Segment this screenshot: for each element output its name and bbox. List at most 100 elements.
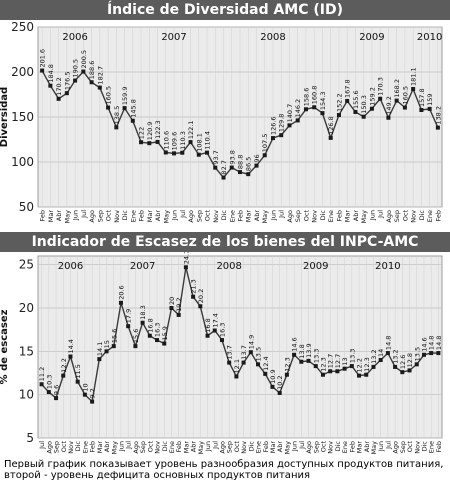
year-label: 2006 — [62, 32, 87, 43]
data-label: 11.5 — [74, 364, 82, 378]
data-point — [369, 106, 374, 111]
x-tick-label: Nov — [113, 210, 121, 223]
data-label: 122.1 — [187, 121, 195, 140]
x-tick-label: Ene — [255, 441, 263, 453]
data-label: 160.8 — [311, 86, 319, 105]
data-point — [48, 83, 53, 88]
x-tick-label: Jul — [377, 210, 385, 219]
data-label: 82.7 — [220, 160, 228, 174]
data-label: 13.7 — [226, 345, 234, 359]
x-tick-label: Dic — [319, 210, 327, 221]
x-tick-label: Oct — [105, 210, 113, 222]
x-tick-label: May — [63, 210, 71, 224]
data-point — [284, 372, 289, 377]
y-tick-label: 100 — [11, 155, 34, 169]
data-point — [402, 105, 407, 110]
data-point — [312, 105, 317, 110]
data-point — [180, 150, 185, 155]
data-point — [139, 140, 144, 145]
data-point — [198, 304, 203, 309]
data-point — [229, 165, 234, 170]
data-point — [97, 357, 102, 362]
y-axis-label: Diversidad — [0, 87, 10, 147]
data-label: 13.5 — [255, 347, 263, 361]
x-tick-label: Dic — [161, 441, 169, 452]
data-label: 16.8 — [204, 318, 212, 332]
data-label: 176.5 — [63, 72, 71, 91]
x-tick-label: Jun — [204, 441, 212, 452]
data-point — [394, 98, 399, 103]
data-label: 13.2 — [392, 349, 400, 363]
data-label: 157.8 — [418, 88, 426, 107]
data-point — [205, 150, 210, 155]
data-label: 14.8 — [428, 336, 436, 350]
data-label: 150.3 — [360, 95, 368, 114]
x-tick-label: Nov — [327, 441, 335, 454]
data-point — [306, 358, 311, 363]
data-label: 200.5 — [80, 50, 88, 69]
x-tick-label: Sep — [226, 441, 234, 453]
figure-caption: Первый график показывает уровень разнооб… — [4, 459, 444, 481]
y-tick-label: 250 — [11, 20, 34, 34]
data-point — [414, 362, 419, 367]
data-point — [419, 107, 424, 112]
data-point — [393, 364, 398, 369]
data-label: 19.2 — [175, 297, 183, 311]
x-tick-label: Ene — [129, 210, 137, 222]
data-point — [40, 68, 45, 73]
x-tick-label: Ago — [218, 441, 226, 454]
data-point — [342, 366, 347, 371]
data-label: 14.1 — [96, 342, 104, 356]
x-tick-label: Feb — [434, 210, 442, 222]
data-point — [106, 105, 111, 110]
x-tick-label: May — [197, 441, 205, 455]
x-tick-label: Sep — [96, 210, 104, 222]
data-point — [219, 338, 224, 343]
data-point — [191, 294, 196, 299]
x-tick-label: May — [162, 210, 170, 224]
x-tick-label: Feb — [348, 441, 356, 453]
data-point — [407, 368, 412, 373]
data-point — [205, 333, 210, 338]
data-label: 14.6 — [420, 337, 428, 351]
y-axis-label: % de escasez — [0, 309, 10, 384]
data-point — [411, 87, 416, 92]
data-point — [111, 344, 116, 349]
x-tick-label: Ago — [392, 441, 400, 454]
x-tick-label: Oct — [401, 210, 409, 222]
data-label: 21.3 — [190, 279, 198, 293]
data-label: 13 — [341, 357, 349, 365]
data-point — [364, 372, 369, 377]
x-tick-label: Sep — [399, 441, 407, 453]
x-tick-label: Mar — [245, 210, 253, 223]
data-point — [130, 118, 135, 123]
x-tick-label: Dic — [334, 441, 342, 452]
data-point — [54, 396, 59, 401]
data-point — [75, 379, 80, 384]
x-tick-label: Jun — [117, 441, 125, 452]
data-point — [349, 364, 354, 369]
year-label: 2008 — [260, 32, 285, 43]
x-tick-label: Abr — [55, 210, 63, 222]
data-point — [188, 140, 193, 145]
data-point — [90, 399, 95, 404]
data-point — [114, 125, 119, 130]
data-label: 107.5 — [261, 134, 269, 153]
data-point — [421, 352, 426, 357]
y-tick-label: 10 — [19, 388, 34, 402]
x-tick-label: Jul — [38, 441, 46, 450]
data-point — [361, 114, 366, 119]
y-tick-label: 50 — [19, 200, 34, 214]
data-label: 12.3 — [283, 357, 291, 371]
x-tick-label: Ene — [426, 210, 434, 222]
data-point — [277, 390, 282, 395]
data-label: 96 — [253, 154, 261, 162]
data-label: 15.6 — [110, 329, 118, 343]
x-tick-label: Ene — [228, 210, 236, 222]
x-tick-label: Jul — [384, 441, 392, 450]
data-label: 168.2 — [393, 79, 401, 98]
data-point — [256, 362, 261, 367]
x-tick-label: Nov — [240, 441, 248, 454]
x-tick-label: Dic — [220, 210, 228, 221]
